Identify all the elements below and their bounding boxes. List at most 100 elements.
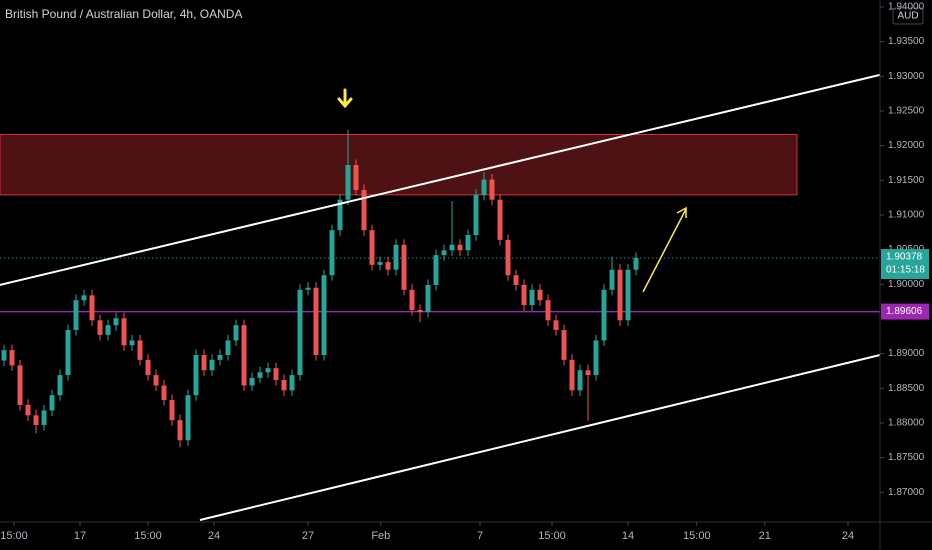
candle-body [345, 165, 351, 200]
y-tick-label: 1.90000 [888, 279, 925, 290]
candle-body [193, 354, 199, 396]
candle-body [41, 410, 47, 426]
candle-body [65, 330, 71, 376]
candle-body [513, 275, 519, 285]
candle-body [113, 318, 119, 326]
candle-body [537, 289, 543, 301]
candle-body [497, 199, 503, 240]
candle-body [153, 375, 159, 386]
candle-body [617, 269, 623, 321]
x-tick-label: 17 [74, 530, 86, 542]
resistance-zone [0, 134, 798, 196]
candle-body [465, 235, 471, 251]
candle-body [25, 404, 31, 416]
annotation-arrow [337, 88, 353, 109]
candle-body [241, 325, 247, 386]
candle-body [321, 275, 327, 355]
candle-body [89, 295, 95, 321]
y-tick-label: 1.87500 [888, 452, 925, 463]
candle-body [49, 395, 55, 411]
candle-body [33, 415, 39, 426]
candle-body [289, 375, 295, 391]
y-tick-label: 1.92000 [888, 140, 925, 151]
x-tick-label: 14 [622, 530, 634, 542]
candle-body [361, 189, 367, 231]
y-tick-label: 1.88000 [888, 418, 925, 429]
candle-body [481, 179, 487, 195]
candle-body [457, 244, 463, 251]
x-tick-label: 15:00 [0, 530, 28, 542]
x-tick-label: 15:00 [683, 530, 711, 542]
x-tick-label: 7 [477, 530, 483, 542]
candle-body [553, 320, 559, 331]
x-tick-label: 15:00 [538, 530, 566, 542]
candle-body [417, 309, 423, 312]
candle-body [201, 354, 207, 371]
candle-body [313, 287, 319, 355]
candle-body [97, 320, 103, 335]
price-label-box [881, 303, 929, 320]
candle-body [337, 199, 343, 231]
candle-body [137, 340, 143, 360]
candle-body [409, 289, 415, 310]
candle-body [505, 239, 511, 276]
candle-body [161, 385, 167, 401]
annotation-arrow [642, 206, 687, 293]
candle-body [577, 370, 583, 391]
candle-body [249, 377, 255, 386]
x-tick-label: Feb [371, 530, 390, 542]
y-tick-label: 1.88500 [888, 383, 925, 394]
candle-body [425, 284, 431, 312]
currency-label: AUD [897, 11, 918, 22]
candle-body [393, 244, 399, 270]
candle-body [473, 194, 479, 236]
candle-body [441, 250, 447, 256]
candle-body [489, 179, 495, 200]
candle-body [569, 359, 575, 391]
x-tick-label: 27 [302, 530, 314, 542]
y-tick-label: 1.91500 [888, 175, 925, 186]
candle-body [305, 287, 311, 290]
countdown-label: 01:15:18 [886, 265, 925, 276]
currency-badge [892, 7, 924, 25]
y-tick-label: 1.87000 [888, 487, 925, 498]
candle-body [169, 400, 175, 421]
candle-body [217, 354, 223, 360]
trend-line [199, 354, 881, 521]
candle-body [209, 359, 215, 371]
candle-body [9, 350, 15, 366]
candle-body [433, 255, 439, 285]
candle-body [121, 318, 127, 346]
price-label: 1.89606 [886, 306, 923, 317]
x-tick-label: 21 [759, 530, 771, 542]
y-tick-label: 1.89000 [888, 348, 925, 359]
candle-body [545, 300, 551, 321]
y-tick-label: 1.94000 [888, 2, 925, 13]
x-tick-label: 24 [208, 530, 220, 542]
candle-body [105, 325, 111, 335]
candle-body [529, 289, 535, 306]
candle-body [353, 165, 359, 190]
candle-body [17, 365, 23, 405]
candle-body [281, 379, 287, 391]
candle-body [273, 368, 279, 380]
candle-body [257, 372, 263, 378]
candle-body [593, 340, 599, 376]
candle-body [561, 330, 567, 360]
candle-body [401, 244, 407, 290]
y-tick-label: 1.91000 [888, 210, 925, 221]
last-price-label: 1.90378 [886, 252, 923, 263]
candle-body [225, 340, 231, 355]
candle-body [129, 340, 135, 346]
candle-body [633, 257, 639, 270]
candle-body [177, 420, 183, 441]
chart-title: British Pound / Australian Dollar, 4h, O… [5, 7, 242, 21]
x-tick-label: 24 [842, 530, 854, 542]
plot-area [0, 73, 881, 521]
candle-body [297, 289, 303, 376]
candle-body [377, 262, 383, 265]
candle-body [81, 295, 87, 301]
candle-body [1, 350, 7, 361]
